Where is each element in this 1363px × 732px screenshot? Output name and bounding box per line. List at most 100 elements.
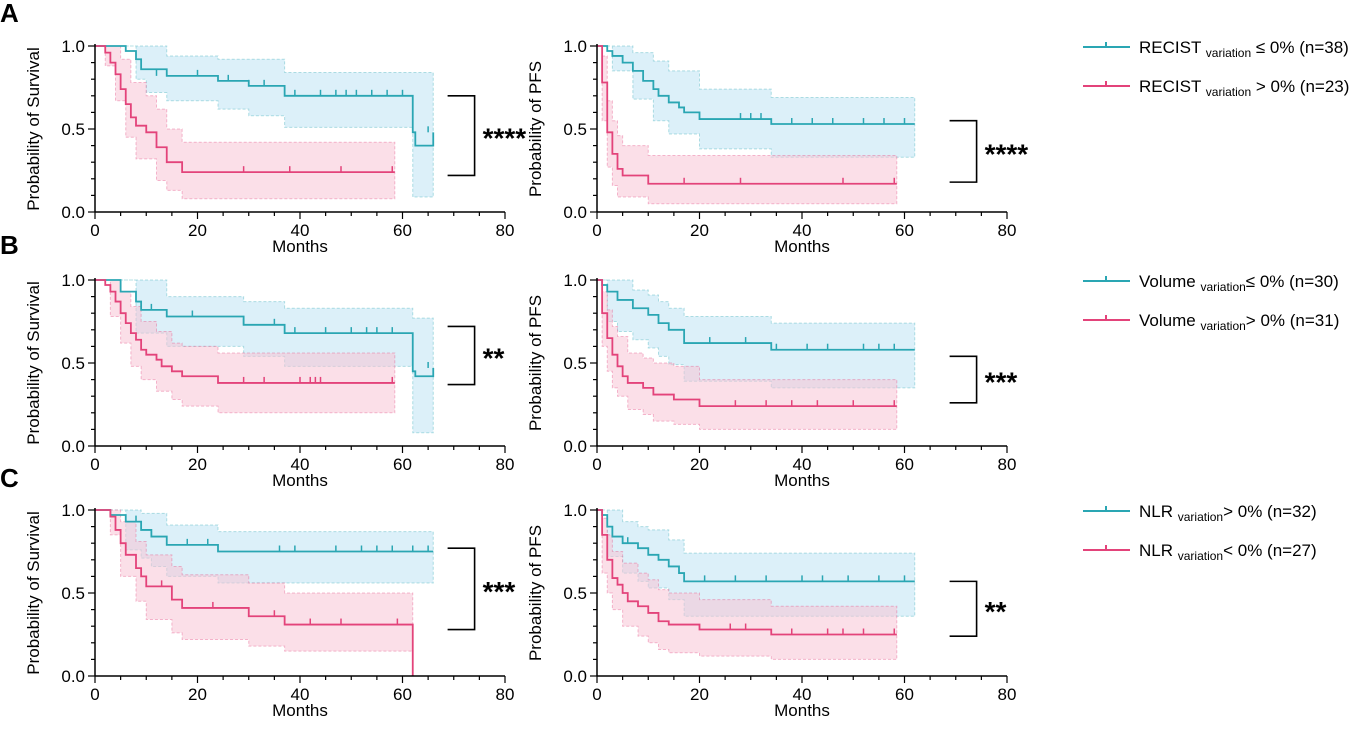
km-curve-1: [95, 45, 435, 147]
x-tick-label: 0: [90, 221, 99, 240]
y-tick-label: 0.5: [61, 120, 85, 139]
y-tick-label: 0.0: [61, 667, 85, 686]
x-tick-label: 60: [393, 455, 412, 474]
significance-label: ***: [985, 367, 1018, 398]
x-tick-label: 20: [690, 221, 709, 240]
legend-c: NLR variation> 0% (n=32) NLR variation< …: [1083, 502, 1317, 563]
x-tick-label: 80: [998, 221, 1017, 240]
x-tick-label: 40: [793, 685, 812, 704]
significance-label: **: [985, 596, 1007, 627]
x-tick-label: 80: [496, 221, 515, 240]
x-axis-title: Months: [272, 237, 328, 256]
x-tick-label: 0: [592, 221, 601, 240]
ci-band-1: [597, 45, 916, 158]
x-tick-label: 80: [496, 455, 515, 474]
significance-label: ****: [483, 123, 527, 154]
panel-label-b: B: [0, 230, 19, 260]
legend-entry-c1: NLR variation> 0% (n=32): [1139, 502, 1317, 524]
panel-label-a: A: [0, 0, 19, 28]
km-curve-2: [95, 279, 395, 384]
y-tick-label: 1.0: [61, 37, 85, 56]
x-tick-label: 0: [90, 455, 99, 474]
significance-bracket: [949, 119, 978, 183]
y-axis-title: Probability of PFS: [526, 61, 545, 197]
chart-a-pfs: 0.0 0.5 1.0 0 20 40 60 80 Months Probability of P…: [526, 37, 1028, 256]
x-tick-label: 20: [690, 685, 709, 704]
x-tick-label: 40: [291, 455, 310, 474]
x-tick-label: 60: [393, 221, 412, 240]
x-tick-label: 80: [496, 685, 515, 704]
x-tick-label: 0: [90, 685, 99, 704]
x-tick-label: 40: [291, 221, 310, 240]
y-axis-title: Probability of Survival: [24, 511, 43, 674]
significance-bracket: [949, 355, 978, 404]
x-tick-label: 60: [393, 685, 412, 704]
km-curve-1: [95, 279, 435, 378]
x-tick-label: 60: [895, 221, 914, 240]
legend-b: Volume variation≤ 0% (n=30) Volume varia…: [1083, 272, 1339, 333]
y-tick-label: 0.0: [61, 203, 85, 222]
y-tick-label: 0.5: [563, 354, 587, 373]
panel-label-c: C: [0, 463, 19, 493]
x-tick-label: 0: [592, 685, 601, 704]
significance-label: **: [483, 343, 505, 374]
x-tick-label: 0: [592, 455, 601, 474]
chart-b-survival: 0.0 0.5 1.0 0 20 40 60 80 Months Probability of S…: [24, 271, 514, 490]
x-tick-label: 80: [998, 685, 1017, 704]
legend-entry-b1: Volume variation≤ 0% (n=30): [1139, 272, 1339, 294]
x-tick-label: 60: [895, 455, 914, 474]
x-tick-label: 20: [188, 455, 207, 474]
y-tick-label: 1.0: [563, 37, 587, 56]
significance-bracket: [447, 547, 476, 631]
y-tick-label: 1.0: [563, 271, 587, 290]
y-tick-label: 0.5: [563, 584, 587, 603]
x-tick-label: 20: [188, 221, 207, 240]
km-curve-2: [597, 45, 897, 185]
y-tick-label: 0.0: [61, 437, 85, 456]
y-tick-label: 0.0: [563, 667, 587, 686]
x-axis-title: Months: [272, 471, 328, 490]
x-tick-label: 60: [895, 685, 914, 704]
chart-b-pfs: 0.0 0.5 1.0 0 20 40 60 80 Months Probability of P…: [526, 271, 1017, 490]
km-curve-1: [597, 45, 915, 125]
x-tick-label: 40: [793, 221, 812, 240]
y-tick-label: 0.0: [563, 437, 587, 456]
significance-label: ****: [985, 138, 1029, 169]
y-tick-label: 0.5: [61, 584, 85, 603]
y-axis-title: Probability of Survival: [24, 47, 43, 210]
y-tick-label: 1.0: [61, 271, 85, 290]
legend-entry-a1: RECIST variation ≤ 0% (n=38): [1139, 38, 1349, 60]
x-tick-label: 80: [998, 455, 1017, 474]
x-axis-title: Months: [774, 237, 830, 256]
ci-band-2: [597, 279, 898, 430]
ci-band-2: [95, 509, 414, 676]
ci-band-2: [95, 45, 396, 200]
km-curve-1: [95, 509, 434, 553]
significance-bracket: [447, 325, 476, 386]
chart-a-survival: 0.0 0.5 1.0 0 20 40 60 80 Months Probability of S…: [24, 37, 526, 256]
y-axis-title: Probability of PFS: [526, 525, 545, 661]
legend-a: RECIST variation ≤ 0% (n=38) RECIST vari…: [1083, 38, 1349, 99]
y-tick-label: 1.0: [563, 501, 587, 520]
ci-band-1: [597, 279, 916, 389]
km-curve-1: [597, 279, 915, 351]
x-tick-label: 20: [690, 455, 709, 474]
km-curve-2: [95, 45, 395, 174]
x-tick-label: 40: [291, 685, 310, 704]
y-tick-label: 1.0: [61, 501, 85, 520]
km-curve-1: [597, 509, 915, 583]
legend-entry-c2: NLR variation< 0% (n=27): [1139, 541, 1317, 563]
y-axis-title: Probability of PFS: [526, 295, 545, 431]
x-axis-title: Months: [272, 701, 328, 720]
ci-band-1: [95, 45, 434, 198]
x-axis-title: Months: [774, 701, 830, 720]
x-tick-label: 20: [188, 685, 207, 704]
x-axis-title: Months: [774, 471, 830, 490]
significance-bracket: [949, 580, 978, 637]
legend-entry-a2: RECIST variation > 0% (n=23): [1139, 77, 1349, 99]
ci-band-1: [597, 509, 916, 617]
y-tick-label: 0.5: [563, 120, 587, 139]
y-axis-title: Probability of Survival: [24, 281, 43, 444]
km-curve-2: [597, 509, 897, 636]
